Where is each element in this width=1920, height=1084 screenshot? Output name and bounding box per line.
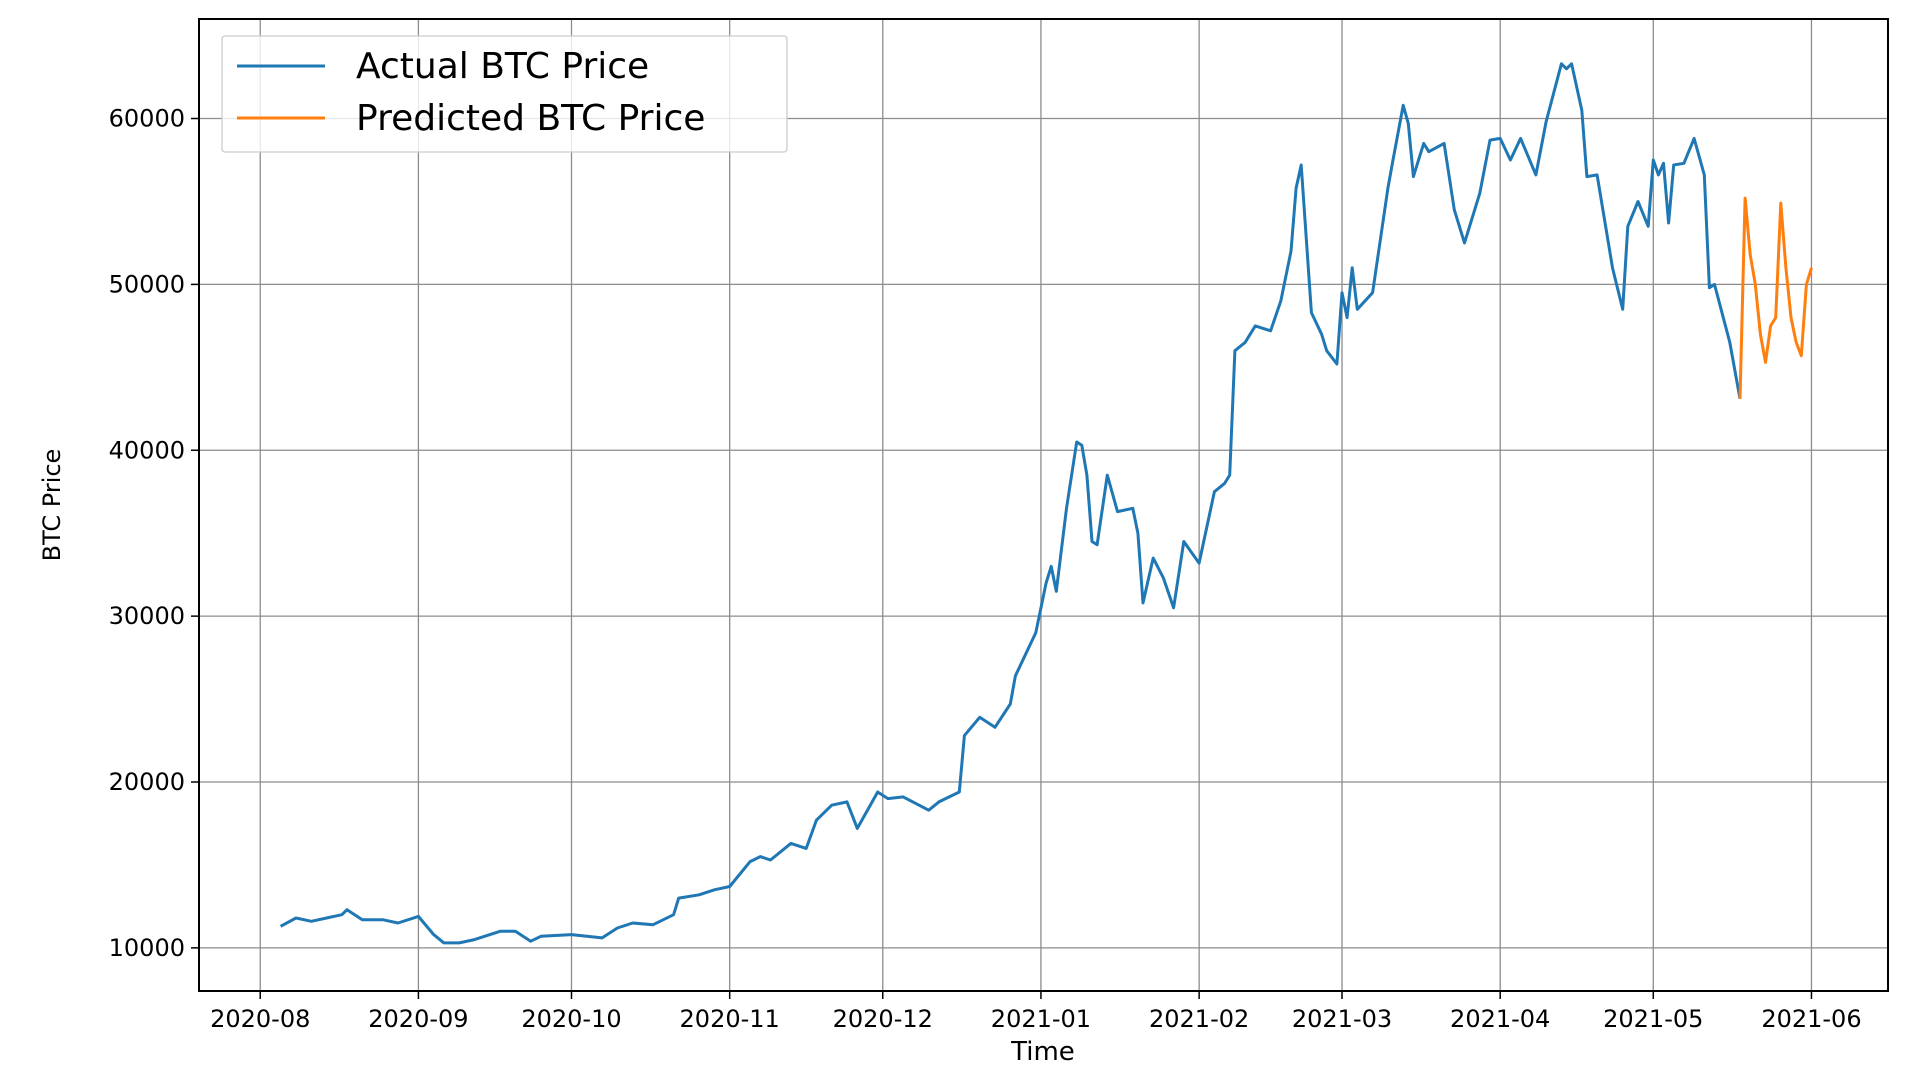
x-axis-label: Time [1010,1037,1075,1067]
x-tick-label: 2021-01 [991,1005,1091,1033]
series-line [1738,196,1813,399]
y-tick-label: 30000 [109,602,185,630]
legend-label: Predicted BTC Price [356,98,705,139]
x-tick-label: 2021-06 [1761,1005,1861,1033]
y-tick-label: 60000 [109,105,185,133]
plot-frame [198,18,1889,992]
x-tick-label: 2021-04 [1450,1005,1550,1033]
y-tick-label: 20000 [109,768,185,796]
x-tick-label: 2020-09 [368,1005,468,1033]
x-tick-label: 2021-02 [1149,1005,1249,1033]
x-tick-label: 2020-12 [833,1005,933,1033]
x-tick-label: 2020-10 [521,1005,621,1033]
series-line [279,62,1742,945]
y-axis-label: BTC Price [38,449,66,562]
y-tick-label: 50000 [109,270,185,298]
legend-box [221,35,788,153]
y-tick-label: 40000 [109,436,185,464]
y-tick-label: 10000 [109,934,185,962]
x-tick-label: 2020-08 [210,1005,310,1033]
x-tick-label: 2021-03 [1292,1005,1392,1033]
x-tick-label: 2020-11 [680,1005,780,1033]
x-tick-label: 2021-05 [1603,1005,1703,1033]
legend-label: Actual BTC Price [356,46,649,87]
